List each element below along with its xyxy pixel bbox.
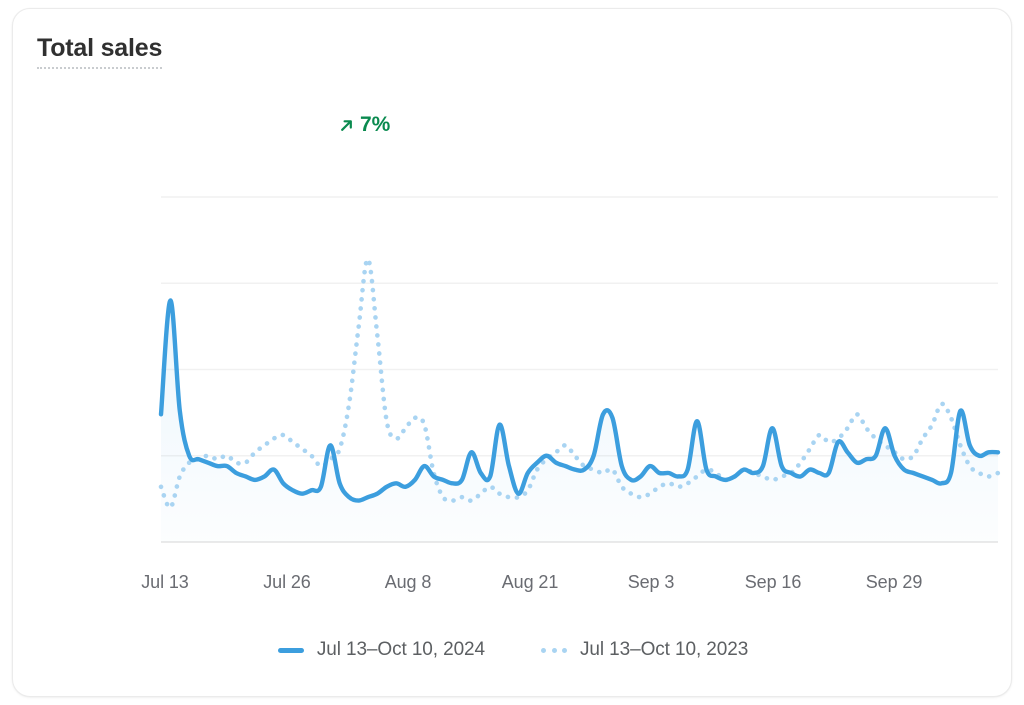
delta-value: 7% <box>360 113 391 136</box>
series-line-current <box>158 298 1001 503</box>
delta-badge: 7% <box>338 113 390 137</box>
total-sales-card: Total sales 7% Jul 13 Jul 26 Aug 8 Aug 21 Se… <box>12 8 1012 697</box>
chart-legend: Jul 13–Oct 10, 2024 Jul 13–Oct 10, 2023 <box>13 639 1011 661</box>
legend-swatch-dotted-icon <box>541 647 567 653</box>
series-line-previous <box>158 256 1001 510</box>
arrow-up-right-icon <box>338 117 355 134</box>
legend-item-current[interactable]: Jul 13–Oct 10, 2024 <box>277 639 485 661</box>
legend-label-previous: Jul 13–Oct 10, 2023 <box>580 639 749 660</box>
line-chart-svg <box>158 196 1001 543</box>
page-title[interactable]: Total sales <box>37 33 162 69</box>
legend-label-current: Jul 13–Oct 10, 2024 <box>316 639 485 660</box>
legend-item-previous[interactable]: Jul 13–Oct 10, 2023 <box>541 639 748 661</box>
area-fill-current <box>161 300 998 542</box>
chart-plot-area[interactable] <box>13 9 1011 696</box>
card-header: Total sales <box>37 33 162 69</box>
legend-swatch-solid-icon <box>277 647 304 653</box>
